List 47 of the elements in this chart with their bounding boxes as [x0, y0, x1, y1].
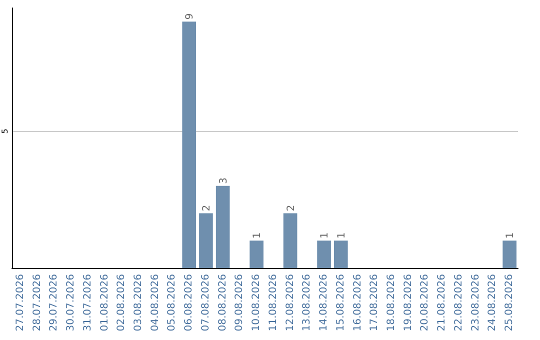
x-tick-label: 24.08.2026 [487, 274, 498, 332]
x-tick-label: 17.08.2026 [369, 274, 380, 332]
x-tick-label: 28.07.2026 [32, 274, 43, 332]
bar [199, 213, 213, 268]
x-tick-label: 31.07.2026 [82, 274, 94, 332]
x-tick-label: 14.08.2026 [318, 274, 330, 332]
data-label: 1 [505, 232, 516, 239]
x-tick-label: 19.08.2026 [402, 274, 414, 332]
x-tick-label: 03.08.2026 [133, 274, 144, 332]
bar [317, 240, 331, 268]
x-tick-label: 12.08.2026 [284, 274, 296, 332]
x-tick-label: 01.08.2026 [99, 274, 110, 332]
x-tick-label: 02.08.2026 [116, 274, 128, 332]
x-tick-label: 09.08.2026 [234, 274, 246, 332]
x-tick-label: 29.07.2026 [48, 274, 60, 332]
x-tick-label: 11.08.2026 [268, 274, 279, 332]
x-tick-label: 23.08.2026 [470, 274, 482, 332]
x-tick-label: 25.08.2026 [504, 274, 516, 332]
data-label: 2 [286, 204, 297, 212]
x-tick-label: 05.08.2026 [166, 274, 178, 332]
x-tick-label: 22.08.2026 [453, 274, 464, 332]
x-tick-label: 30.07.2026 [66, 274, 77, 332]
data-label: 1 [336, 232, 348, 239]
x-tick-label: 21.08.2026 [436, 274, 448, 332]
bar [216, 186, 230, 268]
x-tick-label: 04.08.2026 [150, 274, 161, 332]
bar [502, 240, 516, 268]
x-tick-label: 27.07.2026 [14, 274, 26, 332]
x-tick-label: 08.08.2026 [217, 274, 228, 332]
data-label: 2 [201, 204, 212, 212]
data-label: 1 [320, 232, 331, 239]
bar [250, 240, 264, 268]
bar [334, 240, 348, 268]
x-tick-label: 15.08.2026 [335, 274, 346, 332]
x-tick-label: 13.08.2026 [302, 274, 313, 332]
x-tick-label: 20.08.2026 [420, 274, 431, 332]
y-tick-label: 5 [0, 128, 10, 134]
x-tick-label: 07.08.2026 [200, 274, 212, 332]
x-tick-label: 06.08.2026 [184, 274, 195, 332]
data-label: 1 [252, 232, 264, 239]
bar [182, 22, 196, 268]
data-label: 9 [184, 13, 196, 20]
bar [283, 213, 298, 268]
x-tick-label: 10.08.2026 [251, 274, 262, 332]
x-tick-label: 16.08.2026 [352, 274, 364, 332]
x-tick-label: 18.08.2026 [386, 274, 397, 332]
data-label: 3 [218, 178, 230, 184]
